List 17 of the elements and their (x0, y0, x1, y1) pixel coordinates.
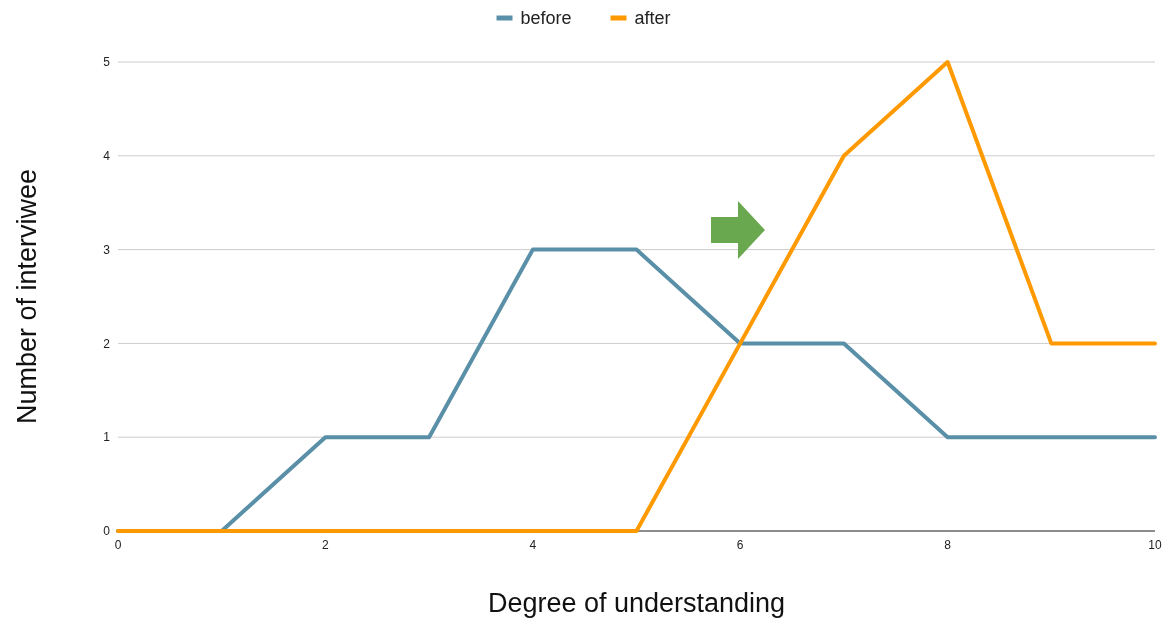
y-axis-title: Number of interviwee (12, 168, 42, 425)
x-tick-label: 6 (736, 538, 744, 552)
x-axis-title: Degree of understanding (487, 588, 786, 618)
legend-label: after (634, 8, 671, 29)
legend-label: before (520, 8, 572, 29)
x-tick-label: 2 (322, 538, 330, 552)
line-series (116, 60, 1157, 533)
y-tick-label: 5 (103, 55, 111, 70)
y-tick-label: 4 (103, 149, 111, 163)
y-tick-label: 3 (103, 242, 111, 257)
x-tick-label: 0 (114, 538, 122, 552)
x-tick-label: 4 (529, 538, 537, 552)
y-tick-label: 2 (103, 336, 111, 351)
x-tick-label: 10 (1148, 538, 1162, 552)
y-tick-label: 1 (103, 430, 111, 445)
x-tick-label: 8 (944, 538, 952, 552)
y-tick-label: 0 (103, 524, 111, 539)
